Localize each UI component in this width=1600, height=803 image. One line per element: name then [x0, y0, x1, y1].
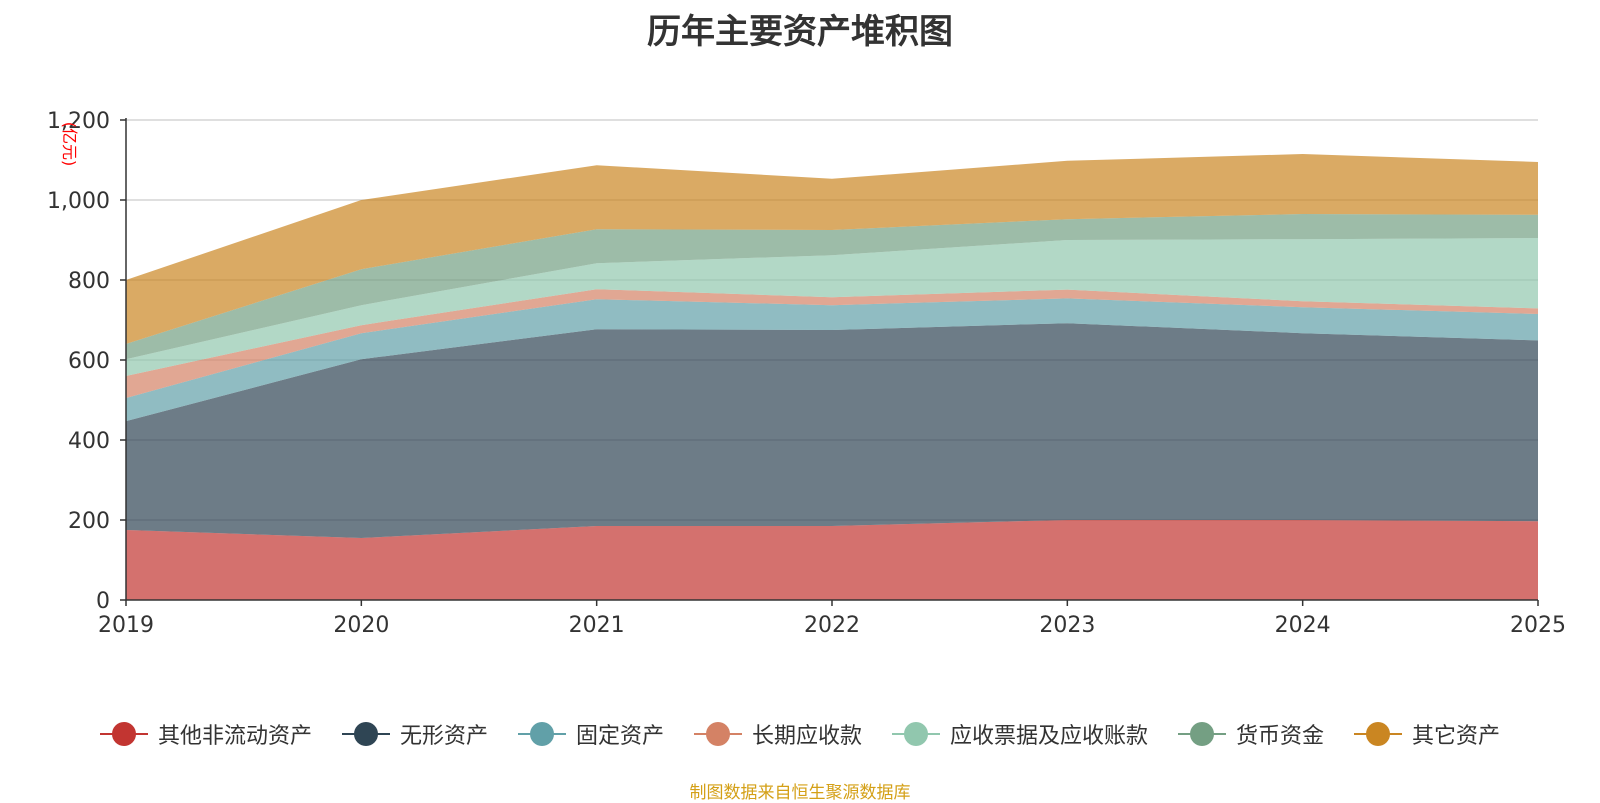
legend: 其他非流动资产 无形资产 固定资产 长期应收款 应收票据及应收账款 货币资金 其它资产 [0, 718, 1600, 750]
area-series-2 [126, 298, 1538, 422]
y-tick-label: 400 [68, 429, 110, 454]
legend-marker-icon [1354, 722, 1403, 746]
area-series-6 [126, 154, 1538, 344]
legend-item[interactable]: 其他非流动资产 [99, 718, 312, 750]
y-tick-label: 200 [68, 509, 110, 534]
legend-item[interactable]: 无形资产 [341, 718, 488, 750]
legend-label: 应收票据及应收账款 [950, 724, 1149, 749]
legend-marker-icon [99, 722, 148, 746]
legend-marker-icon [341, 722, 390, 746]
x-tick-label: 2024 [1275, 613, 1331, 638]
legend-label: 无形资产 [399, 724, 488, 749]
y-tick-label: 1,200 [47, 109, 110, 134]
axes: 0 200 400 600 800 1,000 1,200 2019 2020 2021 2022 2… [47, 109, 1566, 638]
y-tick-label: 0 [96, 589, 110, 614]
x-tick-label: 2020 [333, 613, 389, 638]
area-series-4 [126, 238, 1538, 376]
area-series-0 [126, 520, 1538, 600]
source-note: 制图数据来自恒生聚源数据库 [689, 783, 911, 803]
x-tick-label: 2023 [1039, 613, 1095, 638]
area-series-1 [126, 323, 1538, 538]
legend-label: 其它资产 [1412, 724, 1501, 749]
x-tick-label: 2021 [569, 613, 625, 638]
x-tick-label: 2025 [1510, 613, 1566, 638]
legend-item[interactable]: 长期应收款 [693, 718, 862, 750]
legend-label: 其他非流动资产 [157, 724, 312, 749]
legend-label: 固定资产 [575, 724, 664, 749]
legend-item[interactable]: 固定资产 [517, 718, 664, 750]
y-tick-label: 800 [68, 269, 110, 294]
legend-marker-icon [693, 722, 742, 746]
y-tick-label: 1,000 [47, 189, 110, 214]
legend-marker-icon [1178, 722, 1227, 746]
chart-title: 历年主要资产堆积图 [647, 12, 953, 52]
legend-label: 货币资金 [1236, 724, 1325, 749]
y-axis-unit-label: (亿元) [60, 122, 79, 167]
area-series [126, 154, 1538, 600]
legend-item[interactable]: 其它资产 [1354, 718, 1500, 750]
legend-marker-icon [892, 722, 940, 746]
legend-marker-icon [517, 722, 566, 746]
legend-item[interactable]: 货币资金 [1178, 718, 1324, 750]
area-series-5 [126, 214, 1538, 360]
x-tick-label: 2019 [98, 613, 154, 638]
y-tick-label: 600 [68, 349, 110, 374]
legend-item[interactable]: 应收票据及应收账款 [892, 718, 1148, 750]
x-tick-label: 2022 [804, 613, 860, 638]
legend-label: 长期应收款 [751, 724, 862, 749]
